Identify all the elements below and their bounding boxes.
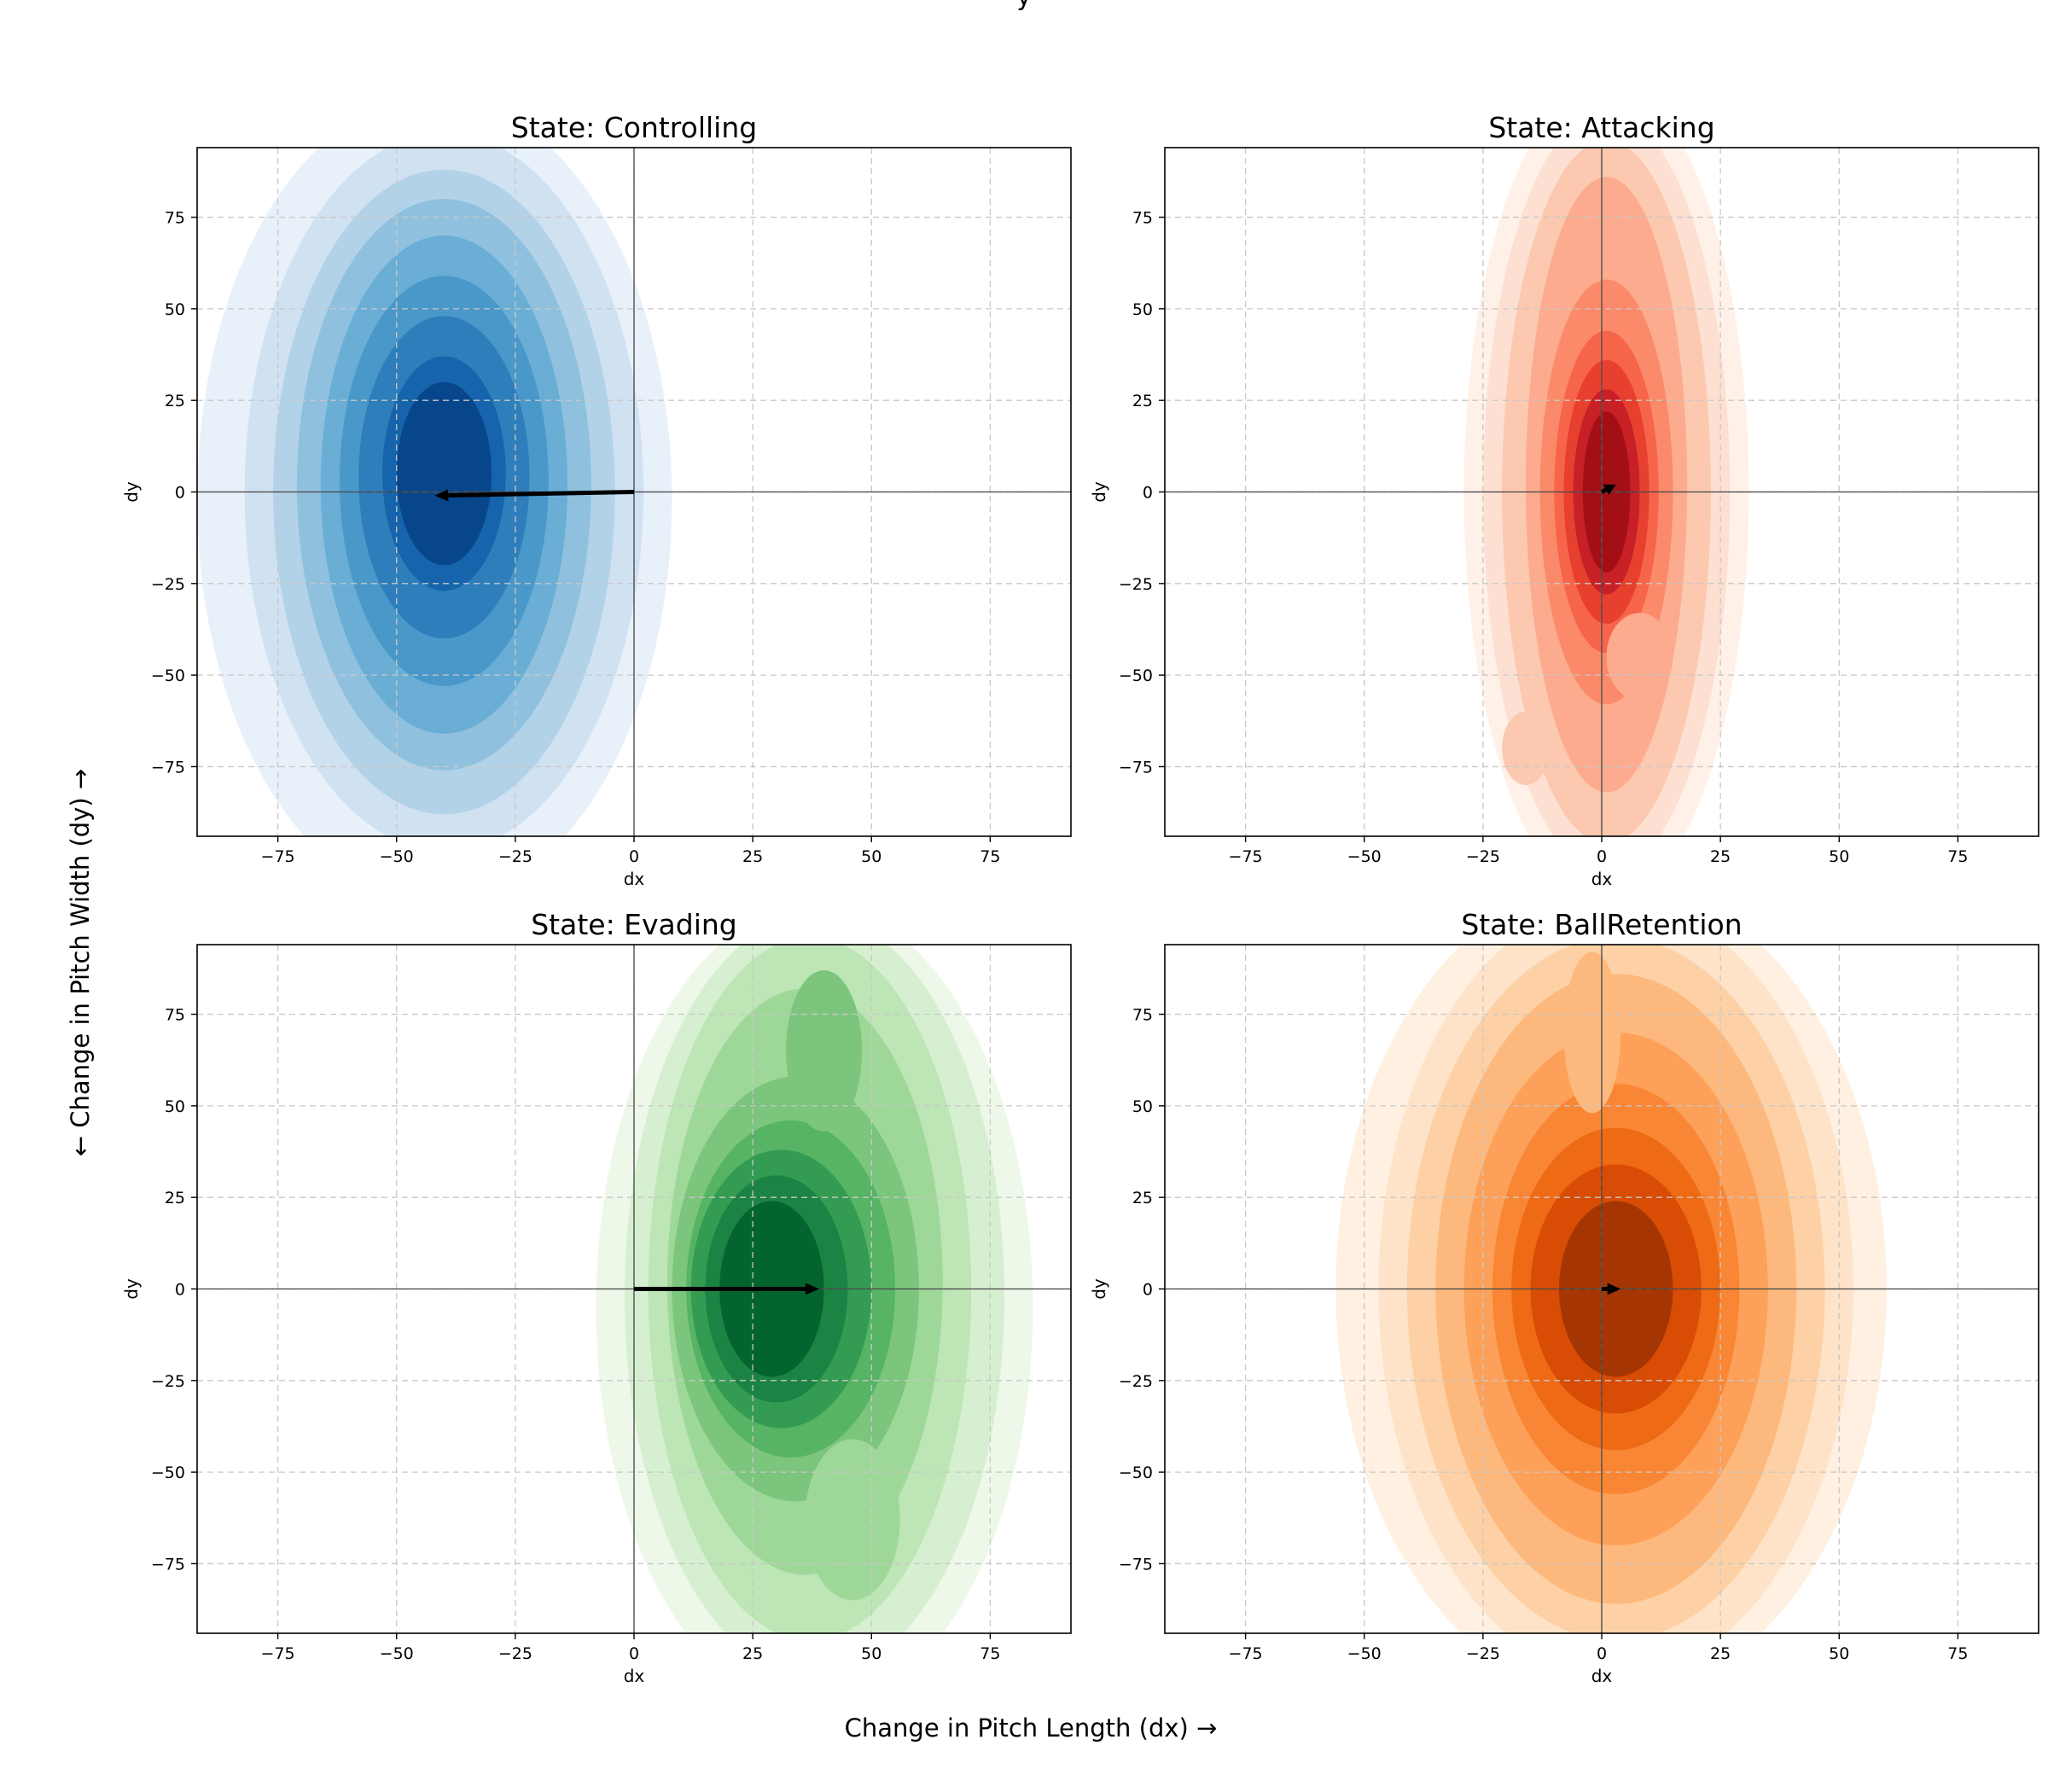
panel-title: State: Controlling [511,111,757,144]
x-tick-label: −50 [1347,1644,1382,1663]
density-lobe-1 [1568,224,1616,283]
mean-vector-arrowhead [1607,1283,1621,1295]
y-tick-label: −25 [151,575,185,594]
y-tick-label: −75 [151,1555,185,1574]
panels-container: −75 −50 −25 0 25 50 75 −75 −50 −25 0 25 50 75 dx dy Stat… [121,111,2039,1686]
x-tick-label: 25 [1710,847,1731,866]
y-axis-label: dy [121,481,142,503]
x-tick-label: 0 [629,847,639,866]
chart-panel-2: −75 −50 −25 0 25 50 75 −75 −50 −25 0 25 50 75 dx dy Stat… [1089,111,2039,889]
y-tick-label: −50 [151,1463,185,1482]
y-axis-label: dy [121,1278,142,1300]
shared-x-axis-label: Change in Pitch Length (dx) → [845,1713,1218,1743]
y-tick-label: 0 [175,1281,185,1300]
density-lobe-2 [1502,712,1550,785]
y-tick-label: 25 [165,392,185,410]
y-tick-label: 50 [165,1097,185,1116]
x-tick-label: −25 [1466,1644,1500,1663]
density-lobe-2 [805,1439,900,1601]
x-tick-label: 75 [980,847,1000,866]
x-tick-label: 75 [980,1644,1000,1663]
y-axis-label: dy [1089,1278,1109,1300]
x-tick-label: 50 [1829,1644,1849,1663]
y-tick-label: 50 [1132,1097,1153,1116]
chart-panel-4: −75 −50 −25 0 25 50 75 −75 −50 −25 0 25 50 75 dx dy Stat… [1089,908,2039,1686]
panel-title: State: Evading [531,908,737,941]
y-tick-label: −75 [151,758,185,777]
chart-panel-3: −75 −50 −25 0 25 50 75 −75 −50 −25 0 25 50 75 dx dy Stat… [121,908,1072,1686]
y-tick-label: 25 [1132,392,1153,410]
y-tick-label: −25 [151,1372,185,1391]
y-tick-label: 0 [175,484,185,503]
density-level-9 [396,381,492,566]
x-tick-label: 0 [1597,847,1607,866]
x-tick-label: −25 [498,1644,532,1663]
x-tick-label: −50 [1347,847,1382,866]
x-tick-label: −25 [1466,847,1500,866]
panel-title: State: Attacking [1488,111,1714,144]
y-tick-label: 25 [165,1189,185,1207]
y-tick-label: 0 [1143,1281,1153,1300]
x-tick-label: 50 [1829,847,1849,866]
x-tick-label: 25 [1710,1644,1731,1663]
x-tick-label: 50 [861,847,881,866]
x-axis-label: dx [624,1666,645,1686]
mean-vector-shaft [448,490,635,497]
mean-vector-shaft [1600,487,1608,494]
y-axis-label: dy [1089,481,1109,503]
x-tick-label: 25 [742,1644,763,1663]
x-tick-label: −75 [1229,1644,1263,1663]
x-tick-label: −75 [1229,847,1263,866]
x-tick-label: 0 [629,1644,639,1663]
mean-vector-arrowhead [434,489,449,502]
x-tick-label: 0 [1597,1644,1607,1663]
x-tick-label: 75 [1947,847,1968,866]
x-axis-label: dx [624,869,645,889]
mean-vector-arrowhead [1603,484,1616,496]
x-tick-label: 75 [1947,1644,1968,1663]
x-axis-label: dx [1591,1666,1613,1686]
y-tick-label: −50 [151,666,185,685]
x-tick-label: −50 [380,1644,414,1663]
y-tick-label: −50 [1119,666,1153,685]
x-axis-label: dx [1591,869,1613,889]
x-tick-label: −75 [261,847,295,866]
x-tick-label: 25 [742,847,763,866]
y-tick-label: 75 [1132,1006,1153,1025]
x-tick-label: −75 [261,1644,295,1663]
y-tick-label: 50 [1132,300,1153,319]
y-tick-label: 0 [1143,484,1153,503]
y-tick-label: −25 [1119,1372,1153,1391]
shared-y-axis-label: ← Change in Pitch Width (dy) → [66,769,95,1156]
y-tick-label: 75 [165,209,185,228]
density-contours [596,945,1033,1633]
density-lobe-3 [786,970,863,1132]
density-lobe-1 [1563,951,1621,1114]
chart-panel-1: −75 −50 −25 0 25 50 75 −75 −50 −25 0 25 50 75 dx dy Stat… [121,111,1072,889]
x-tick-label: −25 [498,847,532,866]
figure-suptitle: y [1016,0,1031,11]
y-tick-label: 50 [165,300,185,319]
y-tick-label: −50 [1119,1463,1153,1482]
panel-title: State: BallRetention [1461,908,1742,941]
density-contours [1463,148,1749,836]
density-lobe-3 [1606,613,1673,701]
y-tick-label: 25 [1132,1189,1153,1207]
y-tick-label: −75 [1119,758,1153,777]
x-tick-label: 50 [861,1644,881,1663]
mean-vector-arrowhead [806,1283,820,1295]
y-tick-label: 75 [165,1006,185,1025]
x-tick-label: −50 [380,847,414,866]
y-tick-label: 75 [1132,209,1153,228]
y-tick-label: −75 [1119,1555,1153,1574]
grid-lines [1165,945,2039,1633]
y-tick-label: −25 [1119,575,1153,594]
